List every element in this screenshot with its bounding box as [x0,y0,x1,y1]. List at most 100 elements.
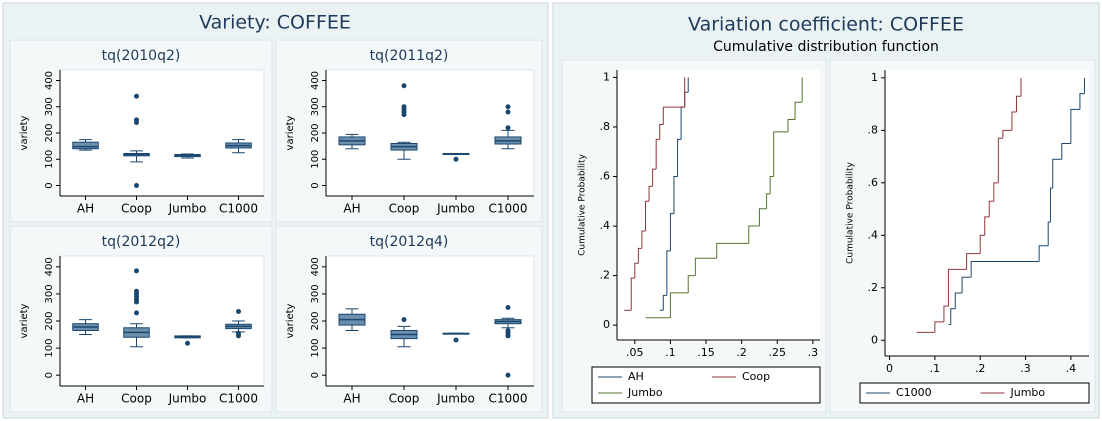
legend-label: Coop [742,370,770,383]
y-tick-label: 100 [44,339,55,358]
y-tick-label: 100 [44,150,55,169]
x-tick-label: 0 [886,362,893,375]
plot-area [59,69,265,197]
outlier [134,120,139,125]
y-tick-label: 0 [44,182,55,188]
cdf-step [666,250,671,296]
cdf-step [644,200,650,232]
cdf-step [997,137,1003,183]
cdf-step [673,176,678,214]
x-tick-label: .1 [930,362,941,375]
y-tick-label: 400 [44,257,55,276]
x-tick-label: C1000 [489,392,528,406]
cdf-step [662,106,685,125]
plot-area [885,70,1089,356]
whisker [397,150,411,160]
y-tick-label: .4 [600,219,611,232]
cdf-step [954,292,963,309]
cdf-step [1061,142,1071,160]
x-tick-label: Coop [121,202,152,216]
x-tick-label: Coop [121,392,152,406]
y-tick-label: 1 [603,70,610,83]
y-tick-label: 100 [310,150,321,169]
x-tick-label: .1 [665,346,676,359]
y-tick-label: 0 [871,333,878,346]
whisker [130,323,143,328]
cdf-step [637,247,642,264]
outlier [236,309,241,315]
x-tick-label: C1000 [219,392,258,406]
cdf-step [662,294,667,311]
cdf-step [766,193,771,209]
cdf-step [794,101,803,120]
outlier [401,317,407,323]
cdf-step [961,276,972,294]
cdf-step [758,208,767,227]
cdf-step [652,168,657,187]
y-tick-label: 200 [44,123,55,142]
cdf-step [1079,93,1085,110]
x-tick-label: .25 [769,346,787,359]
y-axis-label: variety [19,303,30,338]
x-tick-label: .2 [736,346,747,359]
chart-title: tq(2012q4) [370,234,449,250]
x-tick-label: Coop [389,392,420,406]
x-tick-label: Jumbo [436,202,475,216]
whisker [232,139,245,143]
y-tick-label: 300 [44,284,55,303]
outlier [505,372,511,378]
cdf-step [630,277,635,311]
outlier [236,333,241,339]
whisker [130,337,143,348]
x-tick-label: Jumbo [436,392,475,406]
y-tick-label: 100 [310,339,321,358]
y-axis-label: variety [19,115,30,150]
whisker [130,155,143,163]
whisker [345,325,359,331]
cdf-step [1011,111,1017,131]
cdf-step [966,253,981,270]
outlier [134,310,139,316]
x-tick-label: Jumbo [168,202,207,216]
y-tick-label: .8 [600,120,611,133]
outlier [134,93,139,99]
cdf-step [669,292,689,318]
x-tick-label: Coop [389,202,420,216]
cdf-step [1015,95,1021,112]
y-tick-label: 300 [310,284,321,303]
legend-box [859,382,1090,404]
y-tick-label: .2 [868,281,879,294]
cdf-step [1038,245,1049,262]
cdf-step [1049,187,1053,223]
legend-label: Jumbo [1010,386,1046,399]
y-tick-label: 200 [310,311,321,330]
cdf-step [748,225,760,244]
cdf-step [979,234,985,254]
cdf-step [655,138,660,170]
whisker [397,325,411,331]
cdf-step [1047,221,1051,246]
cdf-step [993,182,999,202]
x-tick-label: .4 [1066,362,1077,375]
y-tick-label: 400 [310,257,321,276]
whisker [79,319,92,324]
cdf-step [984,216,990,236]
legend-label: Jumbo [627,386,663,399]
cdf-step [988,200,994,217]
outlier [134,268,139,274]
plot-area [617,70,820,340]
cdf-step [641,230,646,249]
y-axis-label: Cumulative Probability [846,161,856,263]
cdf-step [634,262,639,279]
x-tick-label: .2 [975,362,986,375]
outlier [505,125,511,131]
y-tick-label: 200 [44,311,55,330]
cdf-step [694,257,717,276]
cdf-step [1070,108,1080,144]
y-axis-label: variety [285,303,296,338]
whisker [232,320,245,325]
cdf-step [1002,129,1012,139]
y-tick-label: .4 [868,228,879,241]
box [72,141,99,150]
cdf-step [716,242,749,259]
